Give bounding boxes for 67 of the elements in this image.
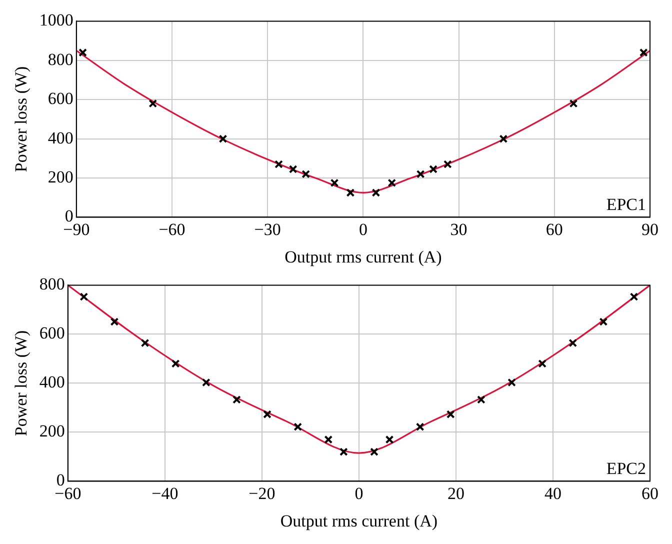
y-tick-label: 600 (48, 89, 74, 108)
point (599, 318, 608, 326)
x-tick-label: 40 (544, 484, 562, 503)
point (446, 410, 455, 418)
y-tick-label: 400 (48, 128, 74, 148)
point (274, 160, 283, 168)
x-axis-title: Output rms current (A) (280, 511, 438, 530)
point (372, 188, 380, 197)
x-tick-label: 20 (447, 484, 464, 503)
y-axis-title: Power loss (W) (12, 66, 31, 172)
point (288, 165, 298, 174)
point (443, 160, 452, 168)
point (568, 338, 578, 348)
point (171, 359, 180, 368)
point (429, 165, 438, 174)
y-tick-label: 400 (39, 372, 65, 392)
y-tick-label: 800 (48, 50, 74, 69)
point (78, 48, 87, 57)
point (370, 448, 378, 456)
y-axis-title: Power loss (W) (12, 330, 31, 436)
y-tick-label: 600 (39, 324, 65, 343)
x-tick-label: −60 (158, 220, 186, 239)
point (110, 318, 119, 326)
point (346, 188, 355, 197)
x-tick-label: −30 (254, 220, 281, 239)
point (148, 99, 158, 108)
x-axis-title: Output rms current (A) (284, 247, 442, 266)
point (499, 134, 508, 143)
point (330, 178, 339, 188)
y-tick-label: 200 (48, 167, 74, 186)
line-series (76, 50, 650, 194)
point (569, 99, 578, 108)
point (294, 422, 302, 431)
point (416, 170, 425, 178)
x-tick-label: 90 (642, 220, 658, 239)
point (538, 359, 546, 368)
point (232, 395, 241, 404)
x-tick-label: −40 (152, 484, 178, 503)
y-tick-label: 0 (56, 470, 65, 490)
point (80, 292, 88, 301)
point (477, 395, 486, 404)
line-series (68, 285, 650, 454)
y-tick-label: 1000 (39, 10, 74, 30)
point (140, 338, 150, 348)
point (263, 410, 272, 418)
point (388, 178, 396, 188)
point (218, 134, 228, 143)
annotation: EPC1 (606, 195, 646, 214)
x-tick-label: 0 (358, 220, 368, 239)
x-tick-label: 30 (450, 220, 468, 239)
point (339, 448, 348, 456)
point (302, 170, 310, 178)
point (416, 422, 424, 431)
y-tick-label: 0 (64, 206, 74, 226)
point (385, 435, 394, 444)
point (639, 48, 648, 57)
y-tick-label: 800 (39, 274, 65, 294)
annotation: EPC2 (606, 459, 646, 478)
x-tick-label: 60 (546, 220, 563, 239)
x-tick-label: 0 (354, 484, 364, 503)
point (508, 378, 516, 387)
point (202, 378, 210, 387)
point (630, 292, 638, 301)
y-tick-label: 200 (39, 422, 65, 441)
x-tick-label: −20 (248, 484, 276, 503)
x-tick-label: 60 (642, 484, 658, 503)
point (324, 435, 333, 444)
